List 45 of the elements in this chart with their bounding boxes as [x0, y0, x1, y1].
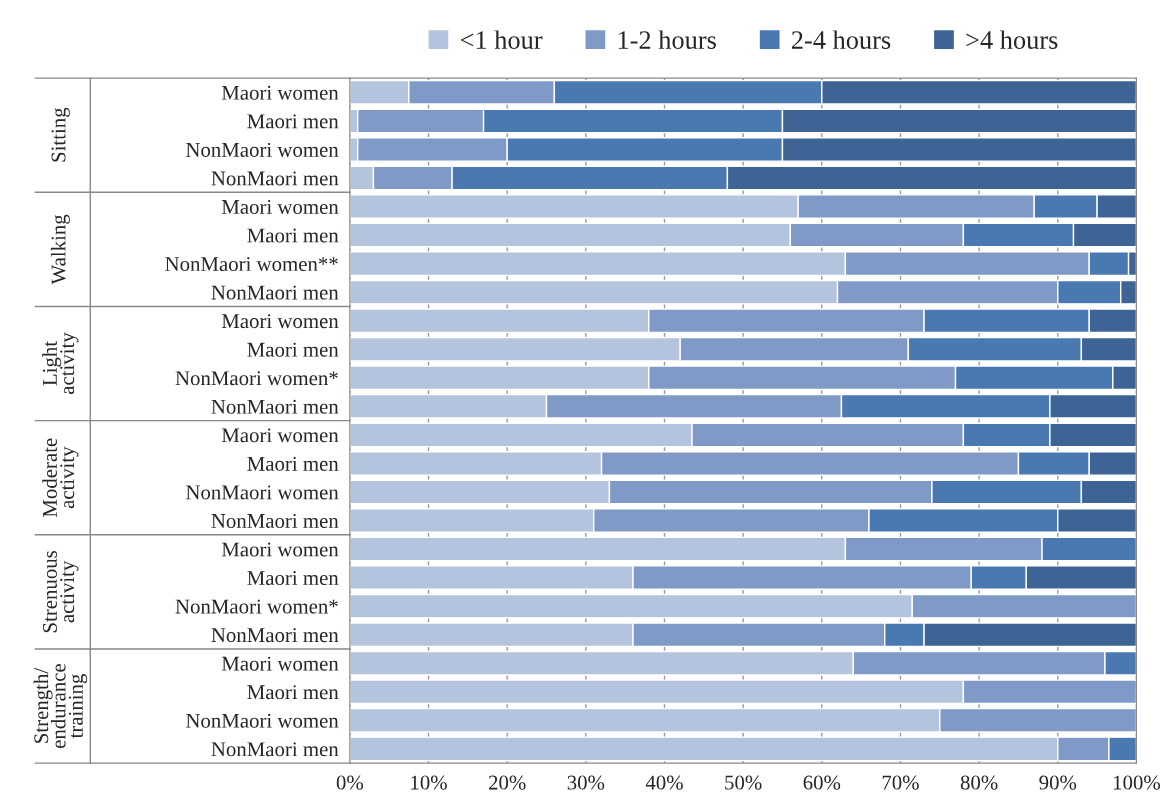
- y-tick-label: NonMaori women: [186, 485, 339, 500]
- text: Moderate activity: [42, 438, 79, 518]
- y-tick-label: Maori men: [247, 456, 339, 471]
- x-tick-label: 60%: [803, 775, 841, 790]
- text: Strength/ endurance training: [33, 663, 88, 749]
- y-tick-label: Maori women: [221, 542, 339, 557]
- y-tick-label: Maori women: [221, 199, 339, 214]
- y-tick-label: NonMaori men: [211, 399, 339, 414]
- y-tick-label: Maori women: [221, 656, 339, 671]
- y-tick-label: NonMaori men: [211, 171, 339, 186]
- legend-label: <1 hour: [460, 30, 543, 49]
- y-tick-label: NonMaori men: [211, 742, 339, 757]
- text: Light activity: [42, 332, 79, 395]
- x-tick-label: 90%: [1039, 775, 1077, 790]
- y-tick-label: NonMaori women**: [165, 257, 338, 272]
- y-tick-label: Maori men: [247, 571, 339, 586]
- y-tick-label: Maori men: [247, 228, 339, 243]
- x-tick-label: 50%: [725, 775, 762, 790]
- y-tick-label: NonMaori women*: [175, 599, 338, 614]
- x-tick-label: 40%: [645, 775, 683, 790]
- y-tick-label: Maori men: [247, 114, 339, 129]
- x-tick-label: 10%: [411, 775, 447, 790]
- y-tick-label: NonMaori women: [186, 142, 339, 157]
- x-tick-label: 20%: [488, 775, 526, 790]
- x-tick-label: 0%: [336, 775, 364, 790]
- x-tick-label: 30%: [567, 775, 605, 790]
- x-tick-label: 70%: [882, 775, 919, 790]
- y-tick-label: NonMaori women: [186, 713, 339, 728]
- y-tick-label: NonMaori men: [211, 628, 339, 643]
- legend-label: 1-2 hours: [618, 30, 716, 49]
- legend-label: >4 hours: [966, 30, 1058, 49]
- y-tick-label: Maori men: [247, 342, 339, 357]
- y-tick-label: Maori women: [221, 314, 339, 329]
- text: Strenuous activity: [42, 550, 79, 633]
- legend-label: 2-4 hours: [791, 30, 891, 49]
- text: Sitting: [51, 107, 70, 162]
- y-tick-label: NonMaori men: [211, 513, 339, 528]
- y-tick-label: Maori women: [221, 428, 339, 443]
- x-tick-label: 100%: [1113, 775, 1161, 790]
- y-tick-label: Maori men: [247, 685, 339, 700]
- y-tick-label: NonMaori men: [211, 285, 339, 300]
- text: Walking: [50, 214, 70, 285]
- x-tick-label: 80%: [960, 775, 998, 790]
- y-tick-label: NonMaori women*: [175, 371, 338, 386]
- y-tick-label: Maori women: [221, 85, 339, 100]
